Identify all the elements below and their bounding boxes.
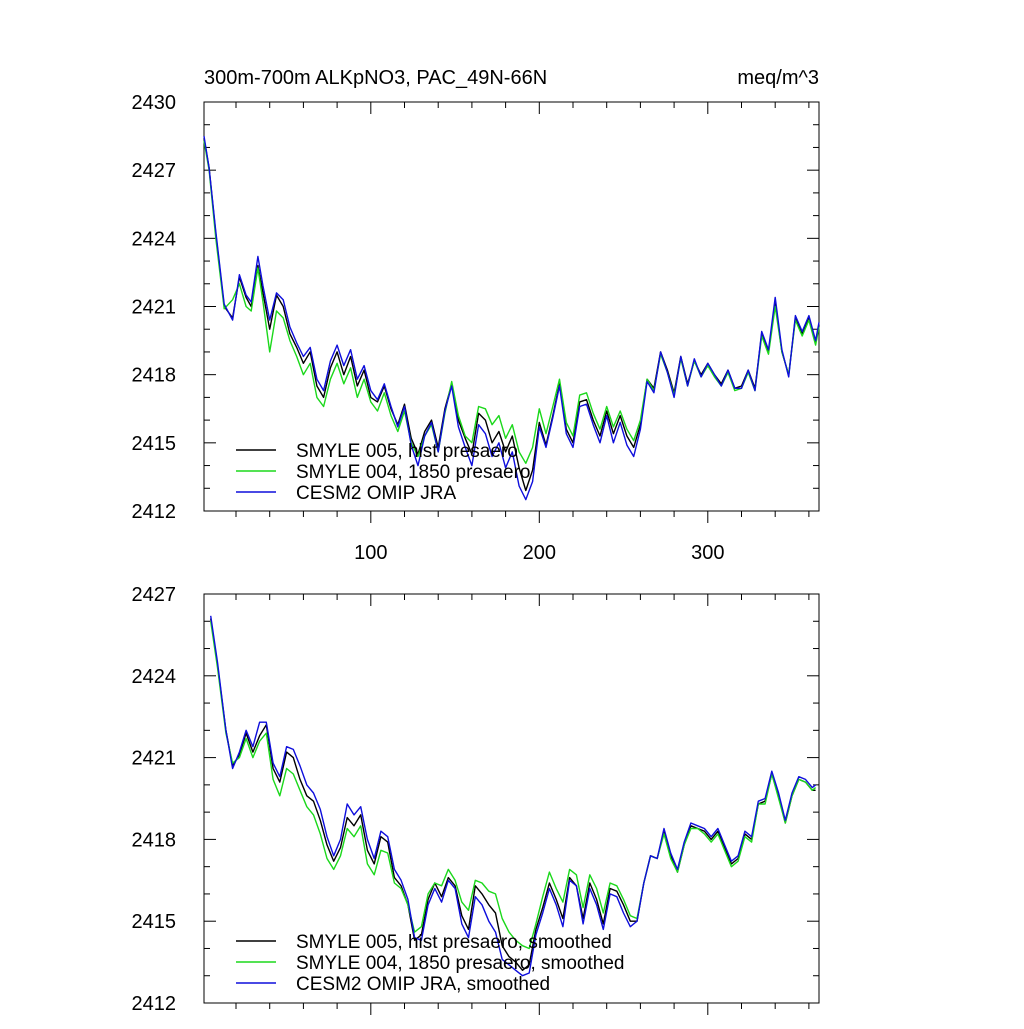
y-tick-label: 2418 (132, 365, 177, 387)
series-line-1 (210, 618, 816, 971)
y-tick-label: 2424 (132, 228, 177, 250)
y-tick-label: 2421 (132, 748, 177, 770)
y-tick-label: 2430 (132, 92, 177, 114)
chart-panel-1: 2412 2415 2418 2421 2424 2427 2430 100 200 300 300… (132, 67, 820, 564)
series-line-2 (203, 140, 820, 464)
series-line-3 (210, 615, 817, 977)
y-tick-label: 2427 (132, 584, 177, 606)
units-label: meq/m^3 (737, 67, 819, 89)
y-tick-label: 2427 (132, 160, 177, 182)
y-tick-label: 2415 (132, 433, 177, 455)
x-tick-label: 200 (523, 542, 556, 564)
legend-entry: CESM2 OMIP JRA (296, 483, 456, 504)
series-line-3 (203, 135, 820, 501)
chart-title: 300m-700m ALKpNO3, PAC_49N-66N (204, 67, 547, 89)
legend-entry: SMYLE 005, hist presaero, smoothed (296, 932, 612, 953)
legend-entry: SMYLE 004, 1850 presaero (296, 462, 531, 483)
y-tick-label: 2421 (132, 297, 177, 319)
legend-entry: CESM2 OMIP JRA, smoothed (296, 974, 550, 995)
y-tick-label: 2415 (132, 911, 177, 933)
y-tick-label: 2412 (132, 501, 177, 523)
legend-entry: SMYLE 005, hist presaero (296, 441, 518, 462)
x-tick-label: 100 (354, 542, 387, 564)
y-tick-label: 2418 (132, 829, 177, 851)
chart-panel-2: 2412 2415 2418 2421 2424 2427 SMYLE 005, hist … (132, 584, 820, 1015)
series-line-2 (210, 621, 817, 950)
y-tick-label: 2424 (132, 666, 177, 688)
legend-entry: SMYLE 004, 1850 presaero, smoothed (296, 953, 624, 974)
x-tick-label: 300 (691, 542, 724, 564)
plot-frame (203, 593, 820, 1004)
y-tick-label: 2412 (132, 993, 177, 1015)
series-line-1 (203, 138, 820, 492)
